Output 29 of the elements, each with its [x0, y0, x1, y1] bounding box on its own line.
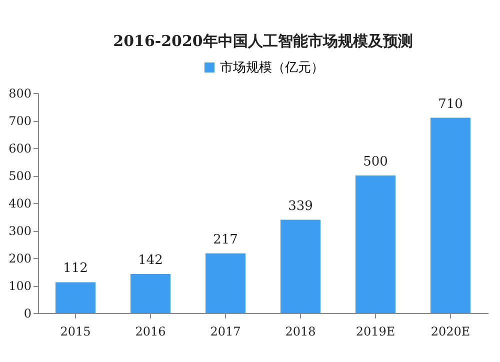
data-label: 112 — [63, 261, 88, 276]
x-tick-label: 2019E — [356, 324, 396, 338]
chart-title: 2016-2020年中国人工智能市场规模及预测 — [113, 32, 413, 50]
data-label: 217 — [213, 232, 238, 248]
x-tick-label: 2020E — [430, 324, 470, 338]
bar — [56, 282, 96, 313]
y-tick-label: 600 — [8, 142, 32, 156]
data-label: 142 — [138, 252, 163, 268]
data-label: 500 — [363, 154, 388, 170]
x-tick-label: 2016 — [135, 324, 166, 338]
bar — [206, 253, 246, 313]
y-tick-label: 700 — [8, 114, 32, 128]
bar — [130, 274, 170, 313]
legend-label: 市场规模（亿元） — [220, 60, 324, 76]
y-tick-label: 300 — [8, 224, 32, 238]
x-tick-label: 2017 — [210, 324, 241, 338]
bar — [356, 176, 396, 313]
bar — [430, 118, 470, 313]
y-tick-label: 100 — [8, 279, 32, 293]
y-tick-label: 0 — [24, 306, 32, 320]
y-tick-label: 500 — [8, 169, 32, 183]
data-label: 339 — [288, 198, 313, 214]
x-tick-label: 2018 — [285, 324, 316, 338]
x-tick-label: 2015 — [60, 324, 91, 338]
y-tick-label: 400 — [8, 196, 32, 210]
y-tick-label: 800 — [8, 86, 32, 100]
bar — [280, 220, 320, 313]
y-tick-label: 200 — [8, 252, 32, 266]
data-label: 710 — [438, 96, 463, 112]
